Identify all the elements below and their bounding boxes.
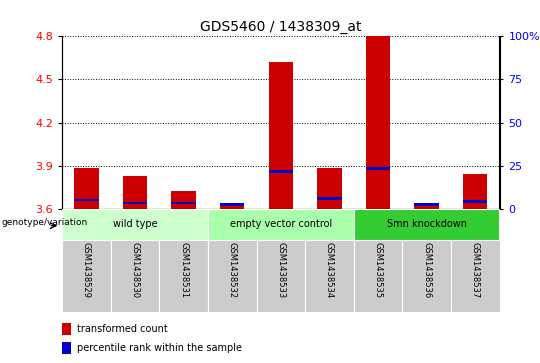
Bar xyxy=(366,167,390,170)
Bar xyxy=(463,200,487,203)
Bar xyxy=(220,203,244,206)
Text: transformed count: transformed count xyxy=(77,324,168,334)
Bar xyxy=(172,192,195,209)
Bar xyxy=(62,342,71,354)
Text: wild type: wild type xyxy=(113,219,157,229)
Text: GSM1438530: GSM1438530 xyxy=(131,242,139,298)
Bar xyxy=(208,209,354,240)
Bar xyxy=(111,240,159,312)
Text: percentile rank within the sample: percentile rank within the sample xyxy=(77,343,242,353)
Bar xyxy=(414,203,438,206)
Bar xyxy=(62,240,111,312)
Bar xyxy=(451,240,500,312)
Bar xyxy=(268,170,293,173)
Bar xyxy=(268,62,293,209)
Text: genotype/variation: genotype/variation xyxy=(1,218,87,227)
Bar xyxy=(75,199,98,201)
Bar xyxy=(62,323,71,335)
Bar xyxy=(366,36,390,209)
Bar xyxy=(123,176,147,209)
Text: GSM1438536: GSM1438536 xyxy=(422,242,431,298)
Text: GSM1438534: GSM1438534 xyxy=(325,242,334,298)
Title: GDS5460 / 1438309_at: GDS5460 / 1438309_at xyxy=(200,20,362,34)
Bar xyxy=(159,240,208,312)
Bar xyxy=(305,240,354,312)
Bar xyxy=(354,209,500,240)
Bar xyxy=(463,174,487,209)
Bar xyxy=(208,240,256,312)
Bar xyxy=(354,240,402,312)
Text: GSM1438533: GSM1438533 xyxy=(276,242,285,298)
Text: GSM1438531: GSM1438531 xyxy=(179,242,188,298)
Text: empty vector control: empty vector control xyxy=(230,219,332,229)
Bar xyxy=(402,240,451,312)
Bar xyxy=(172,202,195,204)
Bar xyxy=(317,197,341,200)
Text: GSM1438532: GSM1438532 xyxy=(228,242,237,298)
Bar xyxy=(62,209,208,240)
Bar xyxy=(75,168,98,209)
Bar xyxy=(220,204,244,209)
Text: Smn knockdown: Smn knockdown xyxy=(387,219,467,229)
Bar xyxy=(414,206,438,209)
Bar xyxy=(123,202,147,204)
Text: GSM1438537: GSM1438537 xyxy=(471,242,480,298)
Text: GSM1438535: GSM1438535 xyxy=(374,242,382,298)
Text: GSM1438529: GSM1438529 xyxy=(82,242,91,298)
Bar xyxy=(317,168,341,209)
Bar xyxy=(256,240,305,312)
